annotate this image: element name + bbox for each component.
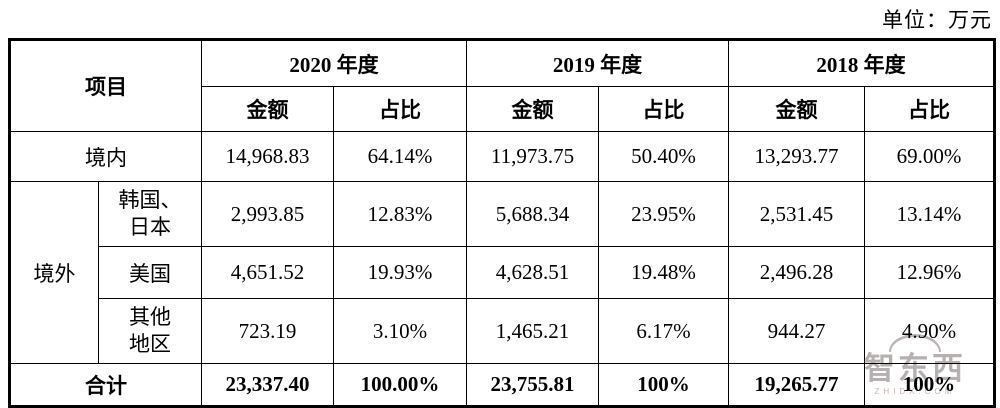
- domestic-2018-amount: 13,293.77: [728, 131, 865, 182]
- row-label-total: 合计: [9, 363, 202, 407]
- usa-2019-amount: 4,628.51: [466, 246, 599, 299]
- usa-2018-amount: 2,496.28: [728, 246, 865, 299]
- other-2018-ratio: 4.90%: [864, 298, 995, 364]
- total-2019-amount: 23,755.81: [466, 363, 599, 407]
- korea-japan-2020-ratio: 12.83%: [333, 181, 467, 247]
- other-2019-amount: 1,465.21: [466, 298, 599, 364]
- total-2020-amount: 23,337.40: [201, 363, 334, 407]
- year-header-2019: 2019 年度: [466, 39, 729, 87]
- ratio-header: 占比: [598, 86, 729, 132]
- usa-2018-ratio: 12.96%: [864, 246, 995, 299]
- row-usa: 美国 4,651.52 19.93% 4,628.51 19.48% 2,496…: [10, 246, 995, 299]
- ratio-header: 占比: [333, 86, 467, 132]
- domestic-2019-ratio: 50.40%: [598, 131, 729, 182]
- usa-2020-amount: 4,651.52: [201, 246, 334, 299]
- other-2020-ratio: 3.10%: [333, 298, 467, 364]
- row-label-usa: 美国: [98, 246, 202, 299]
- row-domestic: 境内 14,968.83 64.14% 11,973.75 50.40% 13,…: [9, 131, 995, 182]
- total-2019-ratio: 100%: [598, 363, 729, 407]
- korea-japan-2020-amount: 2,993.85: [201, 181, 334, 247]
- domestic-2020-ratio: 64.14%: [333, 131, 467, 182]
- domestic-2019-amount: 11,973.75: [466, 131, 599, 182]
- other-2020-amount: 723.19: [201, 298, 334, 364]
- unit-label: 单位：万元: [882, 8, 992, 32]
- korea-japan-2019-ratio: 23.95%: [598, 181, 729, 247]
- domestic-2020-amount: 14,968.83: [201, 131, 334, 182]
- row-label-domestic: 境内: [9, 131, 202, 182]
- other-2019-ratio: 6.17%: [598, 298, 729, 364]
- ratio-header: 占比: [864, 86, 995, 132]
- amount-header: 金额: [728, 86, 865, 132]
- year-header-2018: 2018 年度: [728, 39, 995, 87]
- total-2018-ratio: 100%: [864, 363, 995, 407]
- other-2018-amount: 944.27: [728, 298, 865, 364]
- korea-japan-2018-ratio: 13.14%: [864, 181, 995, 247]
- row-korea-japan: 境外 韩国、 日本 2,993.85 12.83% 5,688.34 23.95…: [9, 181, 995, 364]
- amount-header: 金额: [466, 86, 599, 132]
- korea-japan-2019-amount: 5,688.34: [466, 181, 599, 247]
- row-label-korea-japan: 韩国、 日本: [98, 181, 202, 247]
- total-2020-ratio: 100.00%: [333, 363, 467, 407]
- header-row-years: 项目 2020 年度 2019 年度 2018 年度: [9, 39, 995, 132]
- row-label-other-regions: 其他 地区: [98, 298, 202, 364]
- usa-2019-ratio: 19.48%: [598, 246, 729, 299]
- row-label-overseas: 境外: [9, 181, 99, 364]
- revenue-by-region-table: 项目 2020 年度 2019 年度 2018 年度 金额 占比 金额 占比 金…: [8, 38, 996, 408]
- korea-japan-2018-amount: 2,531.45: [728, 181, 865, 247]
- amount-header: 金额: [201, 86, 334, 132]
- year-header-2020: 2020 年度: [201, 39, 467, 87]
- row-total: 合计 23,337.40 100.00% 23,755.81 100% 19,2…: [9, 363, 995, 407]
- usa-2020-ratio: 19.93%: [333, 246, 467, 299]
- total-2018-amount: 19,265.77: [728, 363, 865, 407]
- row-other-regions: 其他 地区 723.19 3.10% 1,465.21 6.17% 944.27…: [10, 298, 995, 364]
- domestic-2018-ratio: 69.00%: [864, 131, 995, 182]
- item-header: 项目: [9, 39, 202, 132]
